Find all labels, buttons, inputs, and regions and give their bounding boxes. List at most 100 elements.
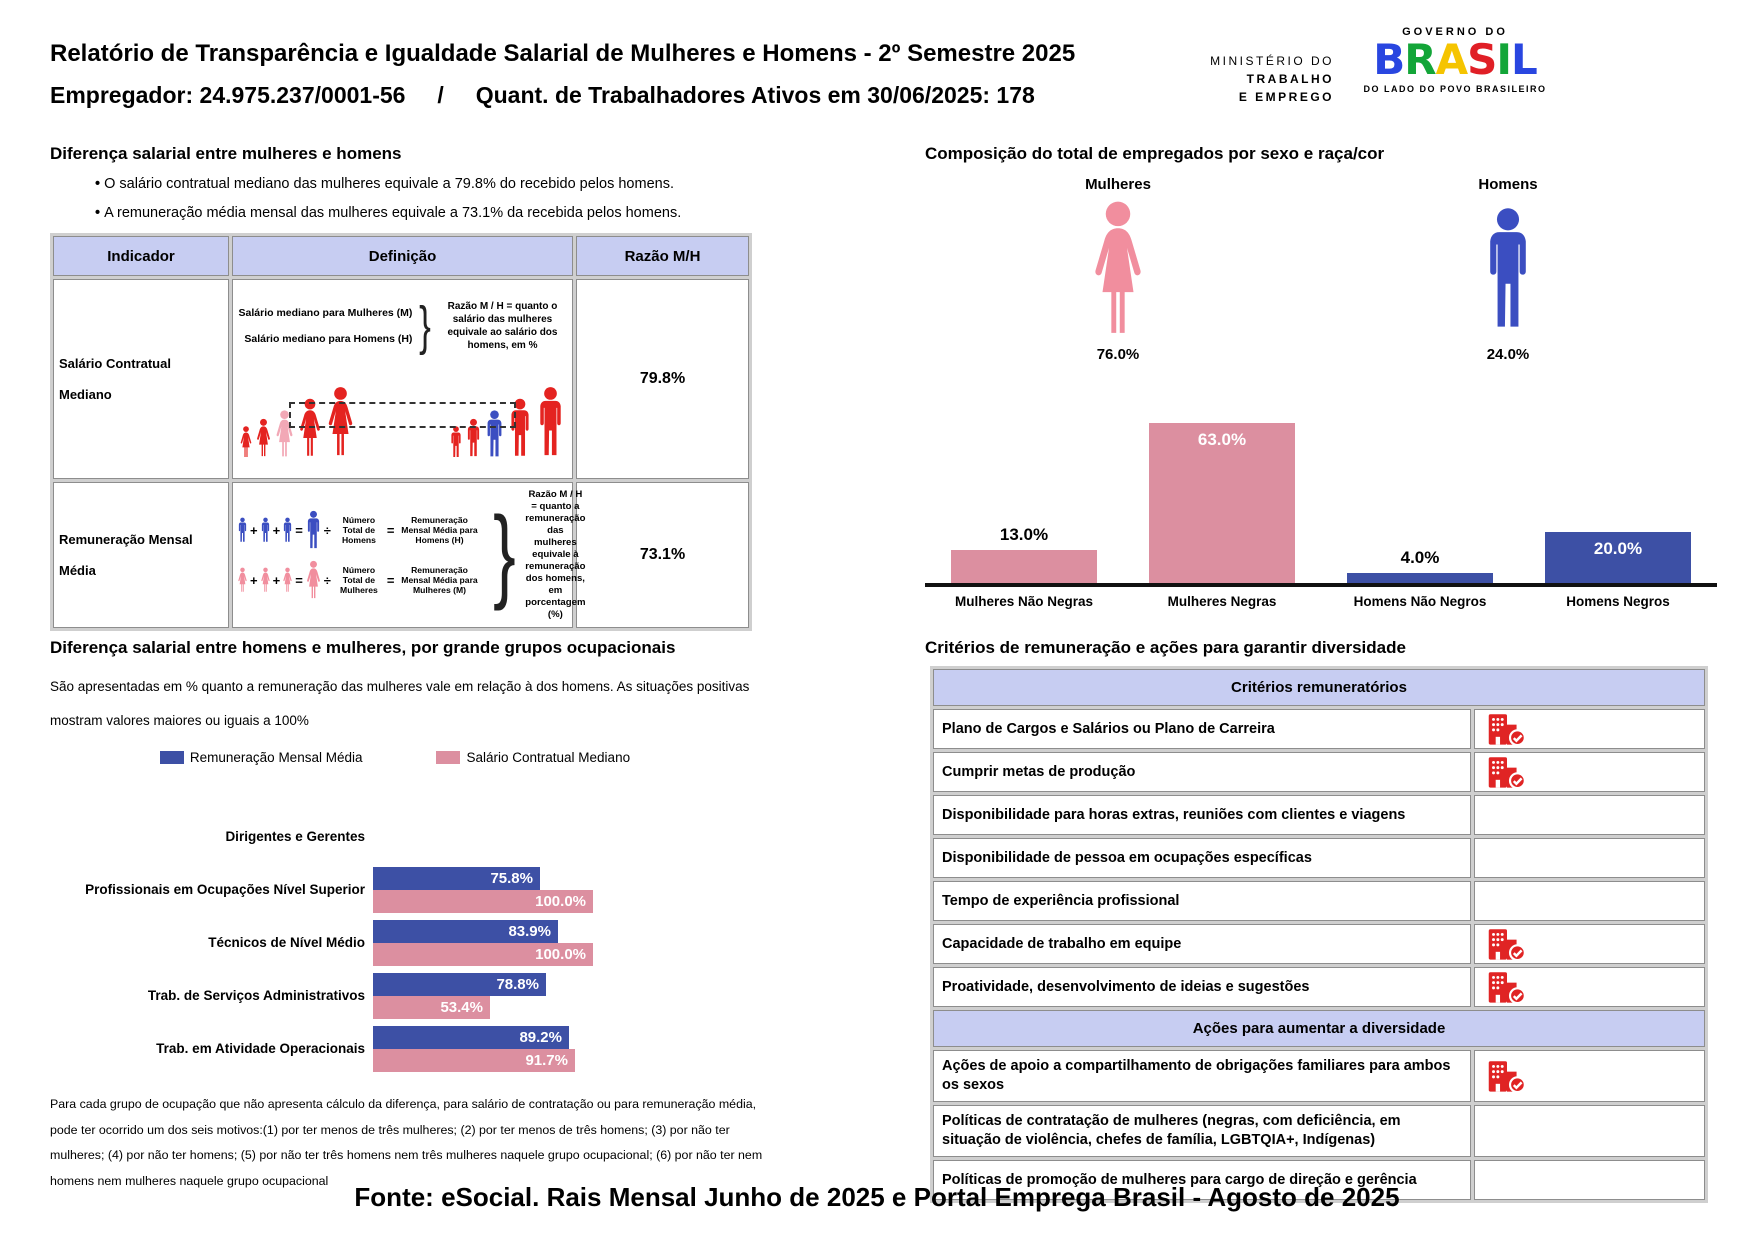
occupation-bar: 91.7%	[373, 1048, 575, 1072]
section-title-composition: Composição do total de empregados por se…	[925, 144, 1385, 163]
composition-category-row: Mulheres Não Negras Mulheres Negras Homens…	[925, 594, 1717, 609]
composition-bar-slot: 20.0%	[1519, 532, 1717, 583]
governo-do-brasil-logo: GOVERNO DO BRASIL DO LADO DO POVO BRASIL…	[1360, 26, 1550, 94]
criteria-section-header: Ações para aumentar a diversidade	[933, 1010, 1705, 1047]
occupation-category-label: Técnicos de Nível Médio	[208, 934, 365, 950]
criteria-empty-cell	[1474, 795, 1705, 835]
median-people-illustration	[237, 362, 568, 458]
occupation-subtitle: São apresentadas em % quanto a remuneraç…	[50, 679, 750, 728]
occupation-grouped-bar-chart: Dirigentes e Gerentes Profissionais em Oc…	[50, 810, 750, 1075]
legend-label-contratual-mediano: Salário Contratual Mediano	[466, 750, 631, 765]
ratio-median-value: 79.8%	[576, 279, 749, 479]
criteria-label: Plano de Cargos e Salários ou Plano de C…	[933, 709, 1472, 749]
brace-glyph: }	[419, 295, 432, 356]
composition-bar-slot: 63.0%	[1123, 423, 1321, 583]
woman-figure-icon	[240, 426, 252, 457]
criteria-row: Disponibilidade para horas extras, reuni…	[933, 795, 1705, 835]
criteria-empty-cell	[1474, 1160, 1705, 1200]
brasil-letter: R	[1404, 35, 1436, 84]
men-result-label: Remuneração Mensal Média para Homens (H)	[401, 515, 478, 545]
table-row-median: Salário Contratual Mediano Salário media…	[53, 279, 749, 479]
composition-category-label: Homens Negros	[1566, 594, 1670, 609]
brasil-letter: L	[1511, 35, 1538, 84]
men-mean-equation: + + = ÷ Número Total de Homens = Remuner…	[237, 510, 483, 550]
criteria-row: Cumprir metas de produção	[933, 752, 1705, 792]
criteria-label: Políticas de promoção de mulheres para c…	[933, 1160, 1472, 1200]
woman-figure-icon	[257, 418, 270, 457]
criteria-empty-cell	[1474, 838, 1705, 878]
criteria-row: Disponibilidade de pessoa em ocupações e…	[933, 838, 1705, 878]
composition-category-label: Homens Não Negros	[1353, 594, 1487, 609]
legend-swatch-pink	[436, 751, 461, 764]
col-header-definicao: Definição	[232, 236, 573, 276]
definition-median-cell: Salário mediano para Mulheres (M) Salári…	[232, 279, 573, 479]
composition-bar: 20.0%	[1545, 532, 1691, 583]
criteria-empty-cell	[1474, 881, 1705, 921]
occupation-bar-pair: 78.8% 53.4%	[373, 972, 750, 1019]
composition-bar	[951, 550, 1097, 583]
occupation-row: Trab. de Serviços Administrativos 78.8% 53…	[50, 969, 750, 1022]
criteria-label: Tempo de experiência profissional	[933, 881, 1472, 921]
composition-bar	[1347, 573, 1493, 583]
median-men-label: Salário mediano para Homens (H)	[244, 333, 413, 345]
legend-item-contratual-mediano: Salário Contratual Mediano	[436, 750, 630, 765]
brasil-letter: A	[1435, 35, 1469, 84]
brace-glyph: }	[492, 496, 516, 613]
criteria-label: Disponibilidade para horas extras, reuni…	[933, 795, 1472, 835]
indicator-mean-label: Remuneração Mensal Média	[53, 482, 229, 628]
occupation-bar: 53.4%	[373, 995, 490, 1019]
criteria-label: Disponibilidade de pessoa em ocupações e…	[933, 838, 1472, 878]
company-check-icon	[1488, 929, 1526, 962]
male-pictogram-icon	[1490, 208, 1526, 327]
occupation-bar-pair: 75.8% 100.0%	[373, 866, 750, 913]
criteria-row: Capacidade de trabalho em equipe	[933, 924, 1705, 964]
occupation-row: Profissionais em Ocupações Nível Superio…	[50, 863, 750, 916]
woman-figure-icon	[238, 567, 247, 592]
criteria-checked-cell	[1474, 967, 1705, 1007]
occupation-bar: 75.8%	[373, 866, 540, 890]
salary-indicators-table: Indicador Definição Razão M/H Salário Co…	[50, 233, 752, 631]
criteria-checked-cell	[1474, 924, 1705, 964]
occupation-bar: 83.9%	[373, 919, 558, 943]
criteria-label: Políticas de contratação de mulheres (ne…	[933, 1105, 1472, 1157]
criteria-row: Tempo de experiência profissional	[933, 881, 1705, 921]
female-pictogram-icon	[1095, 201, 1141, 333]
composition-category-label: Mulheres Negras	[1167, 594, 1277, 609]
women-group-label: Mulheres	[1085, 176, 1151, 193]
criteria-table: Critérios remuneratórios Plano de Cargos …	[930, 666, 1708, 1203]
women-result-label: Remuneração Mensal Média para Mulheres (…	[401, 565, 478, 595]
criteria-row: Ações de apoio a compartilhamento de obr…	[933, 1050, 1705, 1102]
criteria-empty-cell	[1474, 1105, 1705, 1157]
composition-group-men: Homens 24.0%	[1430, 176, 1586, 363]
composition-bar: 63.0%	[1149, 423, 1295, 583]
ratio-mean-value: 73.1%	[576, 482, 749, 628]
criteria-checked-cell	[1474, 752, 1705, 792]
occupation-bar: 89.2%	[373, 1025, 569, 1049]
legend-item-mensal-media: Remuneração Mensal Média	[159, 750, 362, 765]
big-woman-figure-icon	[306, 560, 320, 599]
occupation-legend: Remuneração Mensal Média Salário Contrat…	[50, 750, 740, 765]
men-group-label: Homens	[1478, 176, 1538, 193]
man-figure-icon	[261, 517, 269, 542]
occupation-row: Trab. em Atividade Operacionais 89.2% 91.7…	[50, 1022, 750, 1075]
median-ratio-note: Razão M / H = quanto o salário das mulhe…	[447, 301, 558, 351]
employer-line: Empregador: 24.975.237/0001-56 / Quant. …	[50, 82, 1035, 108]
brasil-letter: B	[1373, 35, 1405, 84]
occupation-bar: 100.0%	[373, 889, 593, 913]
composition-value-label: 4.0%	[1400, 548, 1440, 567]
brasil-wordmark: BRASIL	[1360, 38, 1550, 82]
man-figure-icon	[238, 517, 247, 542]
occupation-category-label: Dirigentes e Gerentes	[225, 828, 365, 844]
bullet-median-salary: O salário contratual mediano das mulhere…	[95, 176, 674, 192]
composition-bar-chart: 13.0% 63.0% 4.0% 20.0% Mulheres Não Negras M…	[925, 418, 1717, 609]
median-women-label: Salário mediano para Mulheres (M)	[238, 307, 413, 319]
col-header-razao: Razão M/H	[576, 236, 749, 276]
section-title-salary-diff: Diferença salarial entre mulheres e home…	[50, 144, 402, 163]
composition-value-label: 13.0%	[999, 525, 1049, 544]
col-header-indicador: Indicador	[53, 236, 229, 276]
occupation-category-label: Profissionais em Ocupações Nível Superio…	[85, 881, 365, 897]
indicator-median-label: Salário Contratual Mediano	[53, 279, 229, 479]
women-total-label: Número Total de Mulheres	[340, 565, 378, 595]
brasil-letter: I	[1496, 35, 1512, 84]
